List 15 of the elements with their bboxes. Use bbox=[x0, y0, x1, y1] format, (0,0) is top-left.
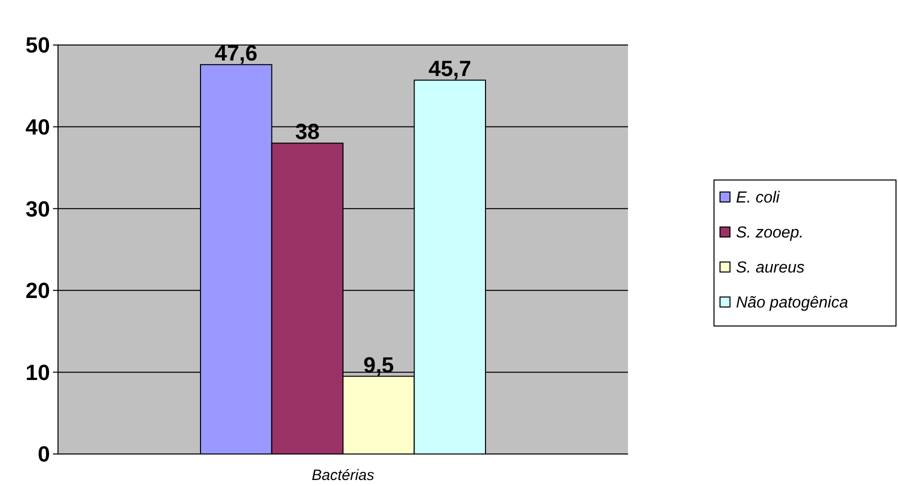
data-label: 47,6 bbox=[214, 40, 258, 66]
data-label: 38 bbox=[295, 119, 320, 144]
x-axis-title: Bactérias bbox=[312, 467, 375, 484]
y-tick-label: 0 bbox=[38, 442, 50, 467]
legend-label: Não patogênica bbox=[736, 294, 848, 312]
data-label: 9,5 bbox=[363, 352, 394, 378]
y-tick-label: 30 bbox=[26, 196, 50, 222]
y-tick-label: 20 bbox=[26, 278, 50, 304]
data-label: 45,7 bbox=[428, 56, 472, 82]
legend-label: S. zooep. bbox=[736, 224, 804, 242]
legend-label: E. coli bbox=[736, 190, 780, 207]
y-tick-label: 50 bbox=[26, 32, 50, 58]
y-tick-label: 10 bbox=[26, 360, 50, 385]
legend-label: S. aureus bbox=[736, 260, 804, 277]
y-tick-label: 40 bbox=[26, 114, 50, 140]
